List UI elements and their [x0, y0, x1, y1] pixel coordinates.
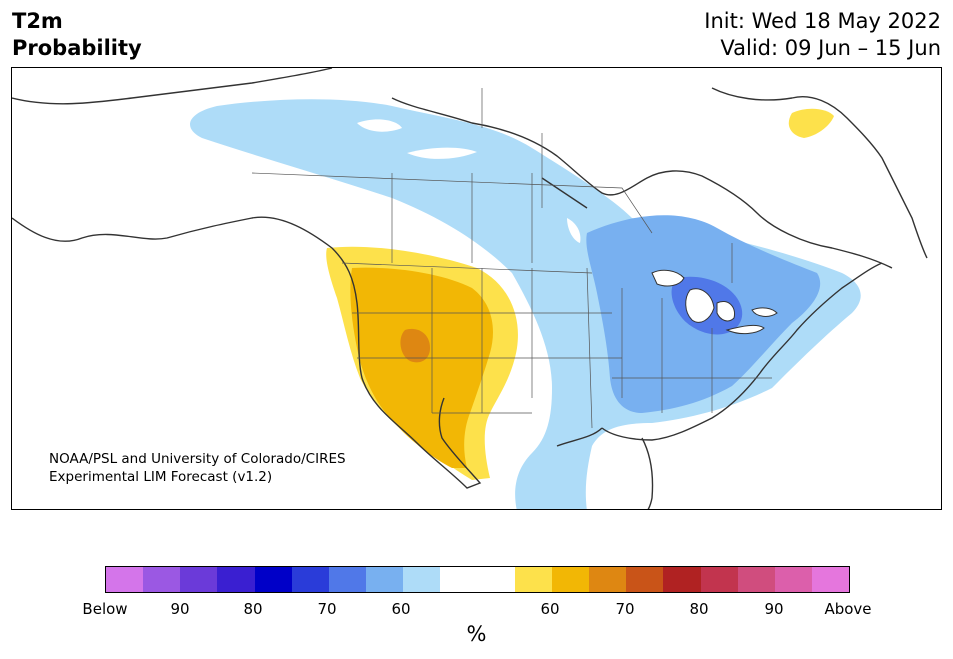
region-below-light [190, 99, 861, 509]
colorbar-segment [551, 567, 590, 592]
great-lakes [651, 269, 778, 335]
probability-colorbar [105, 566, 850, 593]
colorbar-tick-label: 80 [689, 600, 709, 618]
colorbar-tick-label: 60 [540, 600, 560, 618]
credit-line-1: NOAA/PSL and University of Colorado/CIRE… [49, 451, 346, 467]
data-credit: NOAA/PSL and University of Colorado/CIRE… [49, 450, 346, 486]
colorbar-segment [254, 567, 292, 592]
colorbar-segment [366, 567, 404, 592]
colorbar-segment [106, 567, 144, 592]
colorbar-segment [291, 567, 329, 592]
map-panel [11, 67, 942, 510]
credit-line-2: Experimental LIM Forecast (v1.2) [49, 469, 273, 485]
coastlines [12, 68, 928, 509]
colorbar-segment [143, 567, 181, 592]
colorbar-tick-label: Above [824, 600, 872, 618]
forecast-map [12, 68, 928, 509]
region-above-core [400, 328, 430, 363]
title-type: Probability [12, 36, 142, 60]
colorbar-segment [328, 567, 367, 592]
region-above-north [788, 108, 834, 138]
inland-waters [357, 119, 581, 243]
colorbar-segment [774, 567, 812, 592]
colorbar-tick-label: 80 [243, 600, 263, 618]
colorbar-segment [811, 567, 850, 592]
colorbar-tick-label: 70 [317, 600, 337, 618]
colorbar-segment [663, 567, 701, 592]
colorbar-segment [180, 567, 218, 592]
colorbar-tick-label: 70 [615, 600, 635, 618]
colorbar-tick-label: Below [82, 600, 128, 618]
colorbar-segment [589, 567, 627, 592]
title-variable: T2m [12, 9, 63, 33]
colorbar-tick-label: 90 [170, 600, 190, 618]
colorbar-segment [626, 567, 664, 592]
colorbar-segment [737, 567, 775, 592]
colorbar-segment [514, 567, 552, 592]
valid-date: Valid: 09 Jun – 15 Jun [720, 36, 941, 60]
forecast-dates: Init: Wed 18 May 2022 Valid: 09 Jun – 15… [704, 8, 941, 62]
colorbar-segment [440, 567, 478, 592]
init-date: Init: Wed 18 May 2022 [704, 9, 941, 33]
region-above-mid [350, 267, 493, 468]
colorbar-unit: % [466, 622, 487, 646]
colorbar-segment [403, 567, 441, 592]
colorbar-ticks: Below 90 80 70 60 60 70 80 90 Above [0, 600, 953, 620]
political-borders [251, 88, 772, 429]
colorbar-segment [217, 567, 255, 592]
map-title: T2m Probability [12, 8, 142, 62]
colorbar-segment [477, 567, 515, 592]
colorbar-tick-label: 90 [764, 600, 784, 618]
colorbar-segment [700, 567, 738, 592]
colorbar-tick-label: 60 [391, 600, 411, 618]
